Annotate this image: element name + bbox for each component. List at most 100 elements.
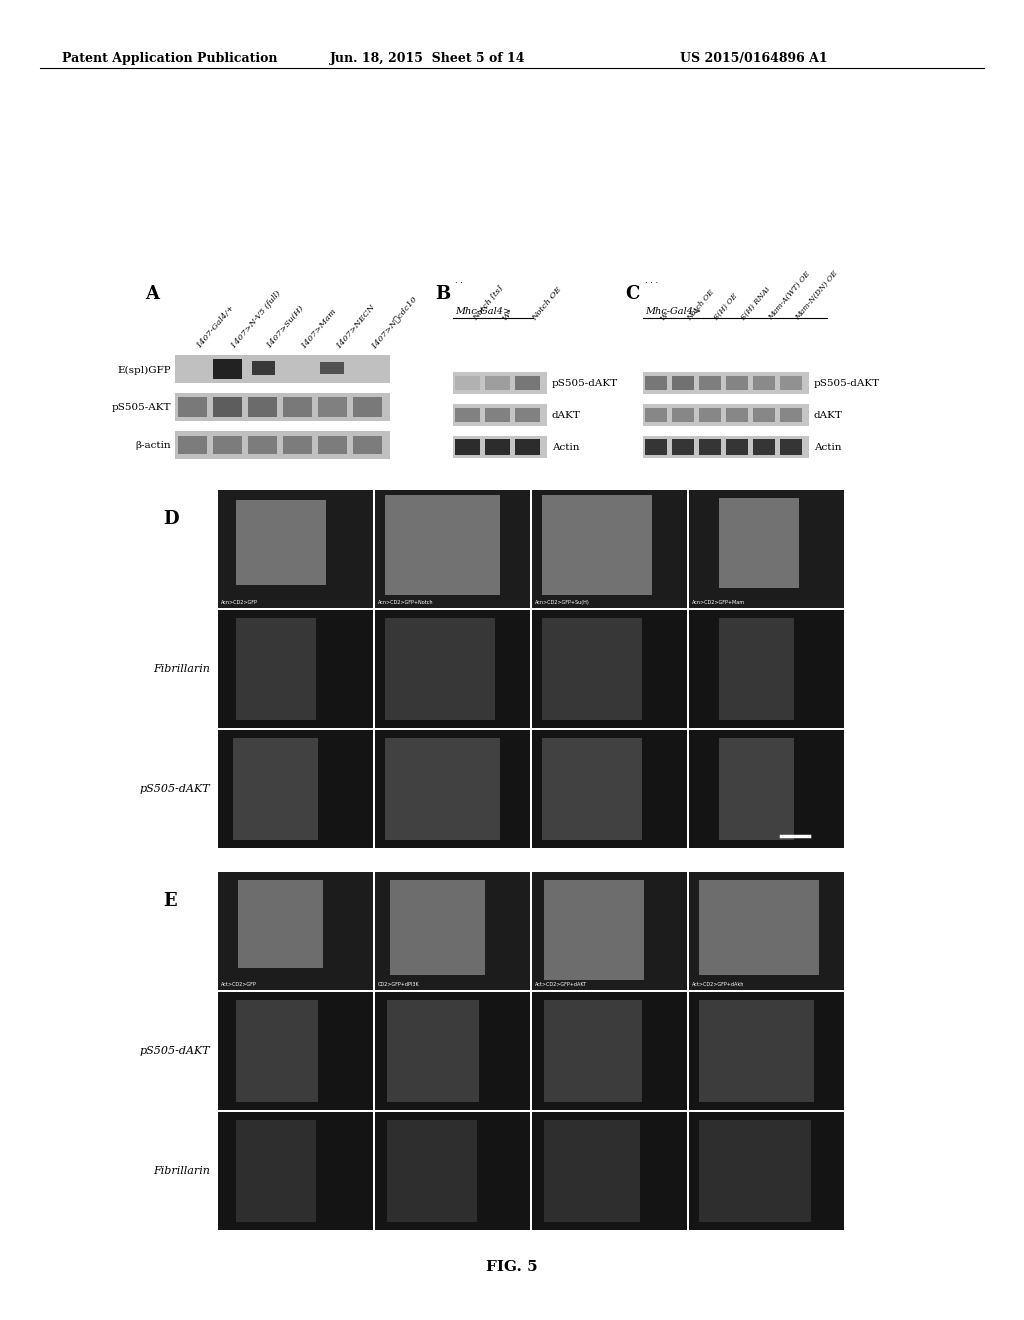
Text: Act>CD2>GFP+dAKT: Act>CD2>GFP+dAKT [535,982,587,987]
Bar [375,730,530,847]
Text: C: C [625,285,639,304]
Text: pS505-dAKT: pS505-dAKT [139,1045,210,1056]
Bar [218,1111,373,1230]
Bar [238,880,323,968]
Text: Act>CD2>GFP: Act>CD2>GFP [221,982,257,987]
Bar [248,397,278,417]
Bar [753,408,775,422]
Text: Mam-N(DN) OE: Mam-N(DN) OE [794,269,840,322]
Bar [699,1119,811,1222]
Text: Acn>CD2>GFP+Mam: Acn>CD2>GFP+Mam [692,601,745,605]
Bar [218,993,373,1110]
Text: 1407>N-V5 (full): 1407>N-V5 (full) [230,289,283,350]
Text: S(H) RNAi: S(H) RNAi [740,285,772,322]
Bar [643,404,809,426]
Bar [726,440,748,455]
Bar [236,618,316,719]
Bar [485,440,510,455]
Bar [218,490,373,609]
Bar [213,397,242,417]
Bar [532,873,687,990]
Bar [753,376,775,389]
Bar [515,408,540,422]
Bar [175,393,390,421]
Text: S(H) OE: S(H) OE [713,292,739,322]
Bar [542,618,642,719]
Bar [455,376,480,389]
Text: Mhc-Gal4>: Mhc-Gal4> [645,308,701,315]
Text: Patent Application Publication: Patent Application Publication [62,51,278,65]
Bar [485,408,510,422]
Bar [236,1001,318,1102]
Text: 1407>Su(H): 1407>Su(H) [265,304,305,350]
Bar [780,408,802,422]
Bar [233,738,318,840]
Text: E(spl)GFP: E(spl)GFP [118,366,171,375]
Bar [175,355,390,383]
Text: Mam-A(WT) OE: Mam-A(WT) OE [767,271,812,322]
Bar [375,993,530,1110]
Bar [544,880,644,979]
Bar [453,372,547,393]
Bar [689,490,844,609]
Bar [699,440,721,455]
Bar [726,408,748,422]
Bar [699,880,819,975]
Bar [780,376,802,389]
Text: pS505-dAKT: pS505-dAKT [552,380,618,388]
Text: 1407-Gal4/+: 1407-Gal4/+ [195,304,236,350]
Bar [353,436,382,454]
Bar [453,404,547,426]
Bar [213,359,242,379]
Bar [455,440,480,455]
Bar [375,610,530,729]
Bar [544,1119,640,1222]
Text: . . .: . . . [645,277,658,285]
Text: 1407>Mam: 1407>Mam [300,306,338,350]
Bar [375,1111,530,1230]
Bar [532,1111,687,1230]
Text: FIG. 5: FIG. 5 [486,1261,538,1274]
Text: pS505-dAKT: pS505-dAKT [139,784,210,795]
Bar [689,610,844,729]
Text: Notch [ts]: Notch [ts] [471,284,505,322]
Bar [699,408,721,422]
Bar [689,873,844,990]
Text: Acn>CD2>GFP+Notch: Acn>CD2>GFP+Notch [378,601,433,605]
Bar [689,993,844,1110]
Text: W-: W- [659,309,672,322]
Bar [689,730,844,847]
Bar [699,1001,814,1102]
Text: Actin: Actin [814,444,842,453]
Bar [532,993,687,1110]
Bar [645,376,667,389]
Text: . .: . . [455,277,463,285]
Bar [645,408,667,422]
Bar [175,432,390,459]
Bar [283,397,312,417]
Text: 1407>N⎼cdc10: 1407>N⎼cdc10 [370,294,419,350]
Bar [542,738,642,840]
Text: dAKT: dAKT [814,412,843,421]
Text: D: D [163,510,178,528]
Text: Mhc-Gal4>: Mhc-Gal4> [455,308,511,315]
Text: Fibrillarin: Fibrillarin [154,1166,210,1176]
Bar [719,618,794,719]
Text: Acn>CD2>GFP+Su(H): Acn>CD2>GFP+Su(H) [535,601,590,605]
Bar [390,880,485,975]
Bar [542,495,652,595]
Bar [699,376,721,389]
Bar [178,436,207,454]
Bar [318,397,347,417]
Text: Notch OE: Notch OE [531,285,564,322]
Text: Actin: Actin [552,444,580,453]
Text: Fibrillarin: Fibrillarin [154,664,210,675]
Bar [178,397,207,417]
Text: E: E [163,892,176,909]
Bar [645,440,667,455]
Bar [318,436,347,454]
Bar [375,873,530,990]
Bar [672,440,694,455]
Bar [485,376,510,389]
Bar [218,873,373,990]
